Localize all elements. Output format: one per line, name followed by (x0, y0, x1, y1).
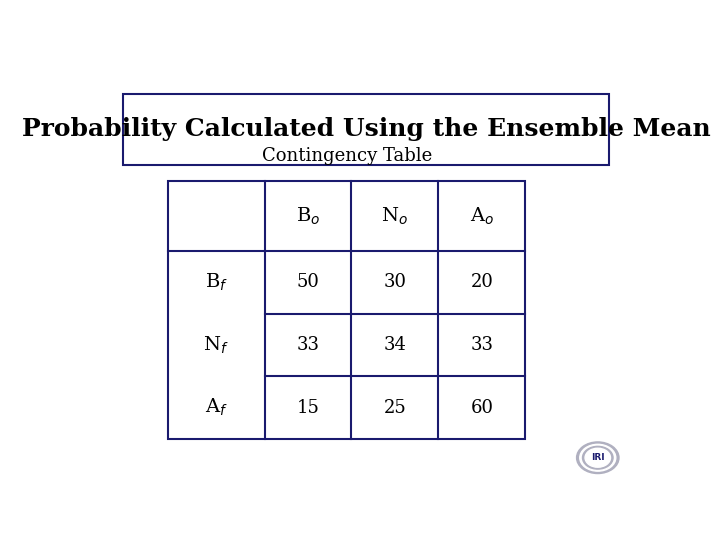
Circle shape (585, 448, 611, 467)
Text: 25: 25 (384, 399, 406, 417)
Text: 30: 30 (383, 273, 406, 291)
Text: A$_f$: A$_f$ (205, 397, 228, 418)
Circle shape (580, 444, 616, 471)
Text: 60: 60 (470, 399, 493, 417)
Text: 33: 33 (297, 336, 320, 354)
Text: N$_o$: N$_o$ (382, 205, 408, 227)
Bar (124, 94, 609, 165)
Bar (168, 181, 526, 439)
Text: 50: 50 (297, 273, 320, 291)
Text: B$_f$: B$_f$ (204, 272, 228, 293)
Circle shape (582, 447, 613, 469)
Text: 33: 33 (470, 336, 493, 354)
Text: Probability Calculated Using the Ensemble Mean: Probability Calculated Using the Ensembl… (22, 117, 711, 141)
Text: IRI: IRI (591, 453, 605, 462)
Text: 20: 20 (470, 273, 493, 291)
Text: Contingency Table: Contingency Table (261, 146, 432, 165)
Text: A$_o$: A$_o$ (469, 205, 494, 227)
Text: B$_o$: B$_o$ (296, 205, 320, 227)
Circle shape (577, 442, 619, 474)
Text: 15: 15 (297, 399, 320, 417)
Text: N$_f$: N$_f$ (204, 334, 229, 355)
Text: 34: 34 (384, 336, 406, 354)
